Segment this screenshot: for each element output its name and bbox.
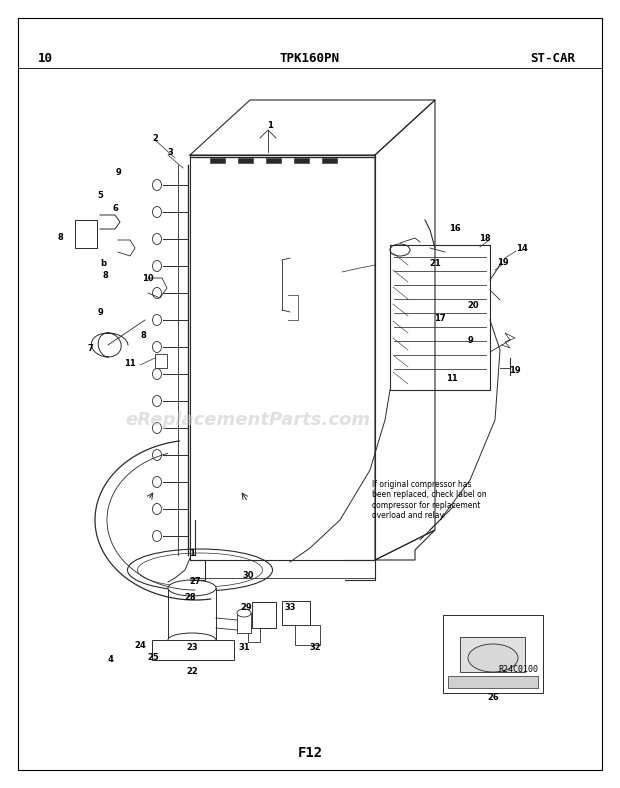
Text: b: b	[100, 258, 106, 267]
Bar	[237, 613, 251, 633]
Ellipse shape	[153, 180, 161, 191]
Text: 8: 8	[102, 270, 108, 280]
Ellipse shape	[153, 206, 161, 217]
Text: 16: 16	[449, 224, 461, 232]
Bar	[155, 354, 167, 368]
Text: 29: 29	[240, 603, 252, 611]
Text: 18: 18	[479, 233, 491, 243]
Text: 11: 11	[446, 374, 458, 382]
Text: 9: 9	[97, 307, 103, 317]
Text: 33: 33	[284, 603, 296, 611]
Text: 19: 19	[497, 258, 509, 266]
Text: 32: 32	[309, 642, 321, 652]
Bar	[75, 220, 97, 248]
Text: ST-CAR: ST-CAR	[530, 51, 575, 65]
Bar	[443, 615, 543, 693]
Text: TPK160PN: TPK160PN	[280, 51, 340, 65]
Ellipse shape	[153, 449, 161, 460]
Text: 9: 9	[467, 336, 473, 344]
Ellipse shape	[168, 580, 216, 596]
Text: 6: 6	[112, 203, 118, 213]
Text: 21: 21	[429, 258, 441, 267]
Ellipse shape	[153, 233, 161, 244]
Text: 14: 14	[516, 243, 528, 252]
Ellipse shape	[153, 288, 161, 299]
Ellipse shape	[153, 261, 161, 272]
Text: 30: 30	[242, 571, 254, 579]
Text: 11: 11	[124, 359, 136, 367]
Bar	[295, 625, 320, 645]
Text: 17: 17	[434, 314, 446, 322]
Bar	[448, 676, 538, 688]
Text: 7: 7	[87, 344, 93, 352]
Text: 4: 4	[107, 656, 113, 664]
Text: 22: 22	[186, 667, 198, 677]
Text: 23: 23	[186, 644, 198, 652]
Text: 3: 3	[167, 147, 173, 157]
Text: If original compressor has
been replaced, check label on
compressor for replacem: If original compressor has been replaced…	[372, 480, 487, 520]
Text: 2: 2	[152, 133, 158, 143]
Ellipse shape	[153, 477, 161, 488]
Bar	[210, 158, 225, 163]
Bar	[152, 640, 234, 660]
Bar	[266, 158, 281, 163]
Text: 8: 8	[57, 232, 63, 241]
Text: F12: F12	[298, 746, 322, 760]
Text: 10: 10	[38, 51, 53, 65]
Text: 10: 10	[142, 273, 154, 283]
Bar	[252, 602, 276, 628]
Text: 26: 26	[487, 693, 499, 701]
Bar	[168, 588, 216, 640]
Ellipse shape	[153, 341, 161, 352]
Ellipse shape	[168, 633, 216, 647]
Text: 24: 24	[134, 641, 146, 649]
Text: 1: 1	[189, 548, 195, 557]
Bar	[238, 158, 253, 163]
Bar	[322, 158, 337, 163]
Bar	[282, 601, 310, 625]
Ellipse shape	[390, 244, 410, 256]
Text: 9: 9	[115, 168, 121, 177]
Text: 5: 5	[97, 191, 103, 199]
Ellipse shape	[153, 314, 161, 325]
Text: 20: 20	[467, 300, 479, 310]
Ellipse shape	[153, 369, 161, 380]
Bar	[248, 628, 260, 642]
Text: 8: 8	[140, 330, 146, 340]
Bar	[460, 637, 525, 672]
Text: 28: 28	[184, 593, 196, 603]
Ellipse shape	[153, 422, 161, 433]
Text: 1: 1	[267, 121, 273, 129]
Ellipse shape	[153, 530, 161, 541]
Text: 19: 19	[509, 366, 521, 374]
Text: R24C0100: R24C0100	[498, 666, 538, 675]
Ellipse shape	[128, 549, 273, 591]
Ellipse shape	[153, 396, 161, 407]
Ellipse shape	[237, 609, 251, 617]
Text: 25: 25	[147, 652, 159, 661]
Text: eReplacementParts.com: eReplacementParts.com	[125, 411, 371, 429]
Ellipse shape	[468, 644, 518, 672]
Text: 31: 31	[238, 642, 250, 652]
Bar	[294, 158, 309, 163]
Text: 27: 27	[189, 578, 201, 586]
Ellipse shape	[153, 504, 161, 515]
